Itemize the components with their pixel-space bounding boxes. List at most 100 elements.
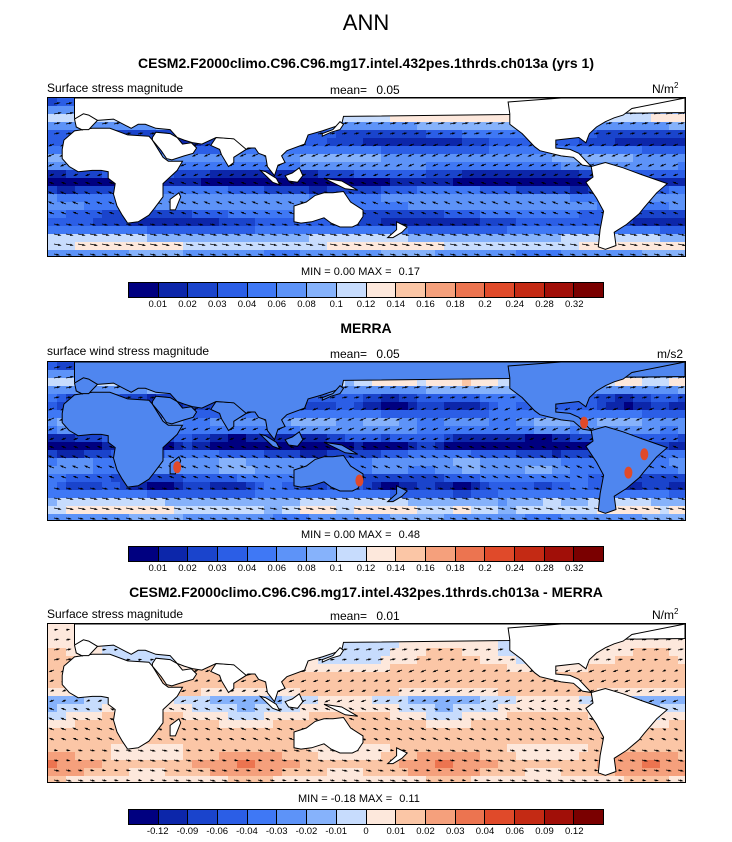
- panel-1-colorbar-swatch: [485, 283, 515, 297]
- panel-2-colorbar-swatch: [218, 547, 248, 561]
- panel-1-colorbar-swatch: [514, 283, 545, 297]
- panel-3-colorbar-tick-label: 0: [363, 826, 369, 837]
- panel-3-colorbar-tick-label: 0.06: [505, 826, 525, 837]
- figure-title: ANN: [342, 10, 390, 35]
- panel-3-colorbar: [128, 809, 604, 825]
- panel-1-colorbar-swatch: [366, 283, 397, 297]
- panel-3-colorbar-swatch: [158, 810, 189, 824]
- panel-3-colorbar-tick-label: 0.02: [416, 826, 435, 837]
- panel-2-colorbar-swatch: [396, 547, 426, 561]
- panel-3-colorbar-swatch: [247, 810, 278, 824]
- panel-3-colorbar-swatch: [396, 810, 426, 824]
- panel-3-units-text: N/m: [652, 608, 674, 622]
- panel-3-title: CESM2.F2000climo.C96.C96.mg17.intel.432p…: [129, 584, 603, 600]
- panel-3-colorbar-tick-label: 0.04: [475, 826, 495, 837]
- panel-2-mean-value: 0.05: [376, 347, 400, 361]
- panel-2-land: [61, 362, 685, 514]
- panel-1-title: CESM2.F2000climo.C96.C96.mg17.intel.432p…: [138, 55, 594, 71]
- panel-1-min-value: 0.00: [333, 266, 356, 278]
- panel-3-colorbar-swatch: [514, 810, 545, 824]
- panel-1-colorbar-ticks: 0.01 0.02 0.03 0.04 0.06 0.08 0.1 0.12 0.14 0.16 0…: [128, 299, 604, 311]
- panel-3-mean-value: 0.01: [376, 609, 400, 623]
- panel-3-max-value: 0.11: [399, 793, 420, 805]
- panel-2-colorbar-tick-label: 0.14: [386, 563, 406, 574]
- panel-3-land: [61, 624, 685, 776]
- panel-2-colorbar-swatch: [247, 547, 278, 561]
- panel-1-colorbar-tick-label: 0.32: [565, 299, 584, 310]
- panel-2-max-label: MAX =: [358, 529, 392, 541]
- panel-1-colorbar-swatch: [158, 283, 189, 297]
- panel-2-units: m/s2: [657, 346, 683, 361]
- panel-2-colorbar-swatch: [336, 547, 367, 561]
- panel-1-colorbar-swatch: [574, 283, 603, 297]
- panel-1-colorbar-swatch: [247, 283, 278, 297]
- panel-2-min-label: MIN =: [301, 529, 331, 541]
- panel-2-colorbar-swatch: [158, 547, 189, 561]
- panel-2-mean-label: mean=: [330, 347, 368, 361]
- panel-1-colorbar-tick-label: 0.24: [505, 299, 525, 310]
- panel-2-colorbar-swatch: [485, 547, 515, 561]
- panel-1-colorbar-tick-label: 0.28: [535, 299, 554, 310]
- panel-3-colorbar-tick-label: 0.01: [386, 826, 406, 837]
- panel-3-colorbar-swatch: [455, 810, 486, 824]
- panel-3-min-label: MIN =: [298, 793, 328, 805]
- panel-3-colorbar-swatch: [129, 810, 159, 824]
- panel-2-mean: mean= 0.05: [330, 347, 400, 361]
- panel-3-units-sup: 2: [674, 607, 679, 616]
- panel-1-units-text: N/m: [652, 82, 674, 96]
- panel-3-colorbar-tick-label: -0.12: [146, 826, 169, 837]
- panel-3-colorbar-swatch: [574, 810, 603, 824]
- panel-2-colorbar-tick-label: 0.18: [446, 563, 465, 574]
- panel-2-colorbar-swatch: [188, 547, 219, 561]
- panel-2-colorbar-swatch: [425, 547, 456, 561]
- panel-3-colorbar-swatch: [336, 810, 367, 824]
- panel-1-colorbar-swatch: [129, 283, 159, 297]
- panel-2-minmax: MIN = 0.00 MAX = 0.48: [301, 529, 420, 541]
- panel-2-map-plot: [48, 362, 685, 520]
- panel-1-mean-value: 0.05: [376, 83, 400, 97]
- panel-1-colorbar-swatch: [336, 283, 367, 297]
- panel-2-colorbar-tick-label: 0.16: [416, 563, 435, 574]
- panel-2-colorbar-tick-label: 0.12: [356, 563, 376, 574]
- panel-2-colorbar-swatch: [277, 547, 308, 561]
- panel-1-colorbar-tick-label: 0.03: [208, 299, 227, 310]
- panel-3-colorbar-tick-label: -0.06: [206, 826, 229, 837]
- panel-1-colorbar-tick-label: 0.12: [356, 299, 376, 310]
- panel-3-minmax: MIN = -0.18 MAX = 0.11: [298, 793, 420, 805]
- panel-1-mean: mean= 0.05: [330, 83, 400, 97]
- panel-3-colorbar-tick-label: -0.03: [265, 826, 288, 837]
- panel-3-colorbar-tick-label: -0.01: [325, 826, 348, 837]
- panel-3-colorbar-swatch: [307, 810, 337, 824]
- panel-1-colorbar-swatch: [188, 283, 219, 297]
- panel-2-variable: surface wind stress magnitude: [47, 344, 210, 358]
- panel-1-map-plot: [48, 98, 685, 256]
- panel-3-colorbar-swatch: [366, 810, 397, 824]
- panel-2-colorbar-tick-label: 0.01: [148, 563, 168, 574]
- panel-2-colorbar-tick-label: 0.04: [237, 563, 257, 574]
- panel-3-map: [47, 623, 686, 783]
- panel-2-max-value: 0.48: [398, 529, 421, 541]
- panel-1-colorbar-tick-label: 0.08: [297, 299, 316, 310]
- panel-1-colorbar-tick-label: 0.1: [329, 299, 343, 310]
- panel-2-colorbar-tick-label: 0.02: [178, 563, 197, 574]
- panel-1-land: [61, 98, 685, 250]
- panel-2-colorbar-swatch: [307, 547, 337, 561]
- panel-1-colorbar-tick-label: 0.04: [237, 299, 257, 310]
- panel-2-map: [47, 361, 686, 521]
- panel-3-colorbar-tick-label: 0.12: [565, 826, 584, 837]
- panel-2-units-text: m/s2: [657, 347, 684, 361]
- panel-3-colorbar-tick-label: 0.03: [446, 826, 465, 837]
- panel-1-colorbar-swatch: [455, 283, 486, 297]
- panel-2-colorbar: [128, 546, 604, 562]
- panel-2-colorbar-swatch: [366, 547, 397, 561]
- panel-2-colorbar-tick-label: 0.2: [478, 563, 492, 574]
- panel-1-mean-label: mean=: [330, 83, 368, 97]
- panel-3-colorbar-tick-label: -0.04: [236, 826, 258, 837]
- panel-2-colorbar-tick-label: 0.32: [565, 563, 584, 574]
- panel-3-max-label: MAX =: [358, 793, 393, 805]
- panel-1-minmax: MIN = 0.00 MAX = 0.17: [301, 266, 420, 278]
- panel-1-colorbar-tick-label: 0.2: [478, 299, 492, 310]
- panel-2-colorbar-swatch: [514, 547, 545, 561]
- panel-3-colorbar-swatch: [425, 810, 456, 824]
- panel-1-colorbar-swatch: [425, 283, 456, 297]
